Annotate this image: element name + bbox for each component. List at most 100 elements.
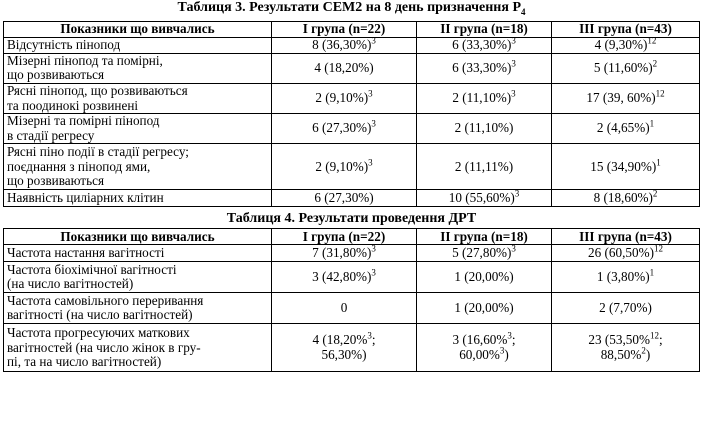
cell-superscript: 3 bbox=[499, 345, 505, 356]
table4-cell-group2: 5 (27,80%)3 bbox=[416, 244, 552, 263]
cell-value: 5 (11,60%) bbox=[593, 60, 653, 76]
table4-header-group1: І група (n=22) bbox=[271, 228, 417, 246]
cell-superscript: 12 bbox=[647, 35, 657, 46]
table3-cell-group2: 6 (33,30%)3 bbox=[416, 35, 552, 54]
cell-superscript: 2 bbox=[652, 58, 658, 69]
table3-row: Відсутність пінопод 8 (36,30%)3 6 (33,30%)… bbox=[3, 35, 700, 54]
cell-value: 2 (9,10%) bbox=[315, 158, 369, 174]
table4-row-label: Частота біохімічної вагітності (на число … bbox=[3, 261, 272, 294]
cell-superscript: 3 bbox=[514, 188, 520, 199]
table3-cell-group3: 4 (9,30%)12 bbox=[551, 35, 700, 54]
cell-value: 15 (34,90%) bbox=[590, 158, 657, 174]
cell-value: 3 (16,60% bbox=[452, 332, 508, 348]
table4-cell-group1: 0 bbox=[271, 292, 417, 325]
table4-cell-group3: 2 (7,70%) bbox=[551, 292, 700, 325]
cell-value: ; bbox=[511, 332, 516, 348]
table4-row-label: Частота самовільного переривання вагітнос… bbox=[3, 292, 272, 325]
cell-superscript: 3 bbox=[511, 88, 516, 99]
cell-superscript: 3 bbox=[371, 119, 376, 130]
table3-header-group1: І група (n=22) bbox=[271, 20, 417, 38]
cell-value: 56,30%) bbox=[321, 346, 367, 362]
table3-cell-group1: 2 (9,10%)3 bbox=[271, 143, 417, 191]
table3-cell-group2: 2 (11,10%) bbox=[416, 113, 552, 145]
table3-cell-group1: 4 (18,20%) bbox=[271, 52, 417, 84]
table4: Показники що вивчались І група (n=22) ІІ… bbox=[3, 228, 700, 373]
cell-value: 1 (20,00%) bbox=[454, 269, 514, 285]
cell-superscript: 1 bbox=[649, 267, 655, 278]
table4-header-indicator: Показники що вивчались bbox=[3, 228, 272, 246]
cell-value: 7 (31,80%) bbox=[312, 245, 372, 261]
table4-cell-group2: 1 (20,00%) bbox=[416, 292, 552, 325]
cell-value: 5 (27,80%) bbox=[452, 245, 512, 261]
table3-title: Таблиця 3. Результати СЕМ2 на 8 день при… bbox=[0, 0, 703, 20]
cell-superscript: 3 bbox=[368, 88, 373, 99]
cell-value: 2 (9,10%) bbox=[315, 90, 369, 106]
table3-cell-group2: 2 (11,10%)3 bbox=[416, 82, 552, 115]
table3-cell-group1: 8 (36,30%)3 bbox=[271, 35, 417, 54]
cell-value: 4 (18,20%) bbox=[314, 60, 374, 76]
table4-cell-group1: 3 (42,80%)3 bbox=[271, 261, 417, 294]
cell-value: 3 (42,80%) bbox=[312, 269, 372, 285]
cell-superscript: 3 bbox=[371, 243, 376, 254]
cell-value: 26 (60,50%) bbox=[588, 245, 654, 261]
cell-value: 1 (3,80%) bbox=[596, 269, 650, 285]
cell-superscript: 3 bbox=[371, 35, 376, 46]
table4-row-label: Частота прогресуючих маткових вагітностей… bbox=[3, 323, 272, 373]
table3-body: Відсутність пінопод 8 (36,30%)3 6 (33,30%)… bbox=[3, 35, 700, 208]
table3-row: Рясні піно події в стадії регресу; поєдна… bbox=[3, 143, 700, 191]
cell-superscript: 3 bbox=[367, 330, 372, 341]
cell-value: 2 (4,65%) bbox=[596, 120, 650, 136]
table4-header-row: Показники що вивчались І група (n=22) ІІ… bbox=[3, 228, 700, 246]
cell-value: 1 (20,00%) bbox=[454, 300, 514, 316]
table3-row: Наявність циліарних клітин 6 (27,30%) 10 (… bbox=[3, 188, 700, 208]
cell-superscript: 12 bbox=[649, 330, 659, 341]
table4-cell-group3: 23 (53,50%12; 88,50%2) bbox=[551, 323, 700, 373]
table3-row-label: Мізерні пінопод та помірні, що розвивають… bbox=[3, 52, 272, 84]
cell-superscript: 3 bbox=[511, 35, 516, 46]
cell-value: ) bbox=[504, 346, 509, 362]
table3-cell-group2: 2 (11,11%) bbox=[416, 143, 552, 191]
cell-value: 8 (18,60%) bbox=[593, 190, 653, 206]
cell-superscript: 12 bbox=[653, 243, 663, 254]
cell-value: 2 (11,10%) bbox=[452, 90, 512, 106]
table3-title-subscript: 4 bbox=[521, 6, 526, 17]
table3-row-label: Рясні пінопод, що розвиваються та поодино… bbox=[3, 82, 272, 115]
table3-cell-group3: 8 (18,60%)2 bbox=[551, 189, 700, 208]
cell-superscript: 2 bbox=[641, 345, 646, 356]
table4-cell-group3: 1 (3,80%)1 bbox=[551, 261, 700, 294]
cell-value: 88,50% bbox=[600, 346, 642, 362]
table3-cell-group3: 5 (11,60%)2 bbox=[551, 52, 700, 84]
table4-body: Частота настання вагітності 7 (31,80%)3 5 … bbox=[3, 243, 700, 373]
cell-value: 10 (55,60%) bbox=[448, 190, 515, 206]
cell-value: 23 (53,50% bbox=[588, 332, 650, 348]
table3-header-group3: ІІІ група (n=43) bbox=[551, 20, 700, 38]
table4-header-group3: ІІІ група (n=43) bbox=[551, 228, 700, 246]
cell-value: 6 (33,30%) bbox=[452, 37, 512, 52]
cell-value: 8 (36,30%) bbox=[312, 37, 372, 52]
table3-row-label: Наявність циліарних клітин bbox=[3, 189, 272, 208]
table3-cell-group2: 10 (55,60%)3 bbox=[416, 188, 552, 208]
table3: Показники що вивчались І група (n=22) ІІ… bbox=[3, 20, 700, 208]
table4-cell-group2: 3 (16,60%3; 60,00%3) bbox=[416, 323, 552, 373]
cell-value: 2 (11,10%) bbox=[454, 120, 514, 136]
table4-cell-group1: 7 (31,80%)3 bbox=[271, 243, 417, 263]
cell-value: 60,00% bbox=[459, 346, 500, 362]
table3-row-label: Мізерні та помірні пінопод в стадії регре… bbox=[3, 113, 272, 145]
cell-superscript: 3 bbox=[507, 330, 512, 341]
table4-row-label: Частота настання вагітності bbox=[3, 244, 272, 263]
table3-cell-group3: 17 (39, 60%)12 bbox=[551, 82, 700, 115]
cell-value: ; bbox=[658, 332, 663, 348]
cell-superscript: 3 bbox=[511, 58, 516, 69]
cell-value: 4 (9,30%) bbox=[594, 37, 648, 52]
table3-row-label: Відсутність пінопод bbox=[3, 36, 272, 54]
table3-cell-group1: 6 (27,30%)3 bbox=[271, 113, 417, 145]
cell-value: 2 (7,70%) bbox=[599, 300, 652, 316]
cell-value: 6 (27,30%) bbox=[314, 190, 374, 206]
table3-row: Мізерні та помірні пінопод в стадії регре… bbox=[3, 113, 700, 145]
cell-superscript: 3 bbox=[371, 267, 376, 278]
table4-cell-group1: 4 (18,20%3; 56,30%) bbox=[271, 323, 417, 373]
table4-cell-group2: 1 (20,00%) bbox=[416, 261, 552, 294]
table4-row: Частота самовільного переривання вагітнос… bbox=[3, 292, 700, 325]
table3-cell-group3: 15 (34,90%)1 bbox=[551, 143, 700, 191]
